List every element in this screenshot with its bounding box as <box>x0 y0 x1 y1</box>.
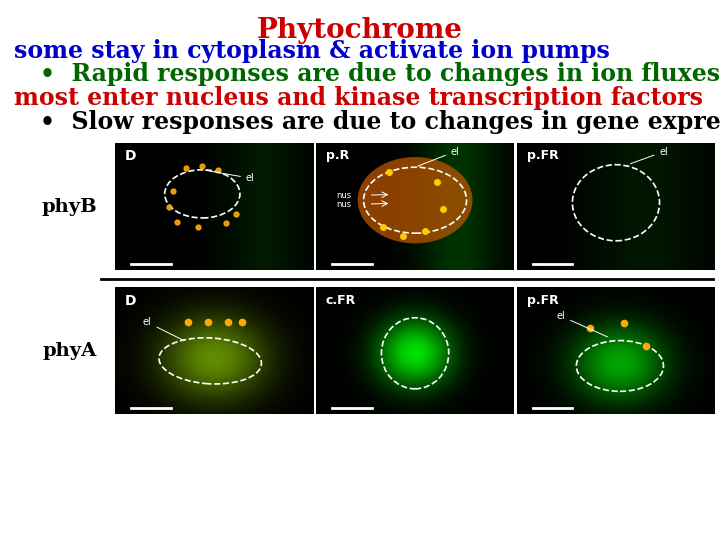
Text: D: D <box>125 150 137 164</box>
Text: c.FR: c.FR <box>326 294 356 307</box>
Text: phyA: phyA <box>43 342 97 360</box>
Text: •  Rapid responses are due to changes in ion fluxes: • Rapid responses are due to changes in … <box>40 62 720 86</box>
Ellipse shape <box>358 157 472 244</box>
Text: el: el <box>205 170 255 183</box>
Text: phyB: phyB <box>42 198 97 215</box>
Text: p.R: p.R <box>326 150 349 163</box>
Text: el: el <box>418 146 459 166</box>
Text: p.FR: p.FR <box>527 294 559 307</box>
Text: nus: nus <box>336 191 351 200</box>
Text: p.FR: p.FR <box>527 150 559 163</box>
Text: Phytochrome: Phytochrome <box>257 17 463 44</box>
Text: most enter nucleus and kinase transcription factors: most enter nucleus and kinase transcript… <box>14 86 703 110</box>
Text: nus: nus <box>336 200 351 209</box>
Text: el: el <box>631 146 668 164</box>
Text: some stay in cytoplasm & activate ion pumps: some stay in cytoplasm & activate ion pu… <box>14 39 611 63</box>
Text: el: el <box>557 311 608 337</box>
Text: D: D <box>125 294 137 308</box>
Text: •  Slow responses are due to changes in gene expression: • Slow responses are due to changes in g… <box>40 110 720 133</box>
Text: el: el <box>143 318 184 341</box>
